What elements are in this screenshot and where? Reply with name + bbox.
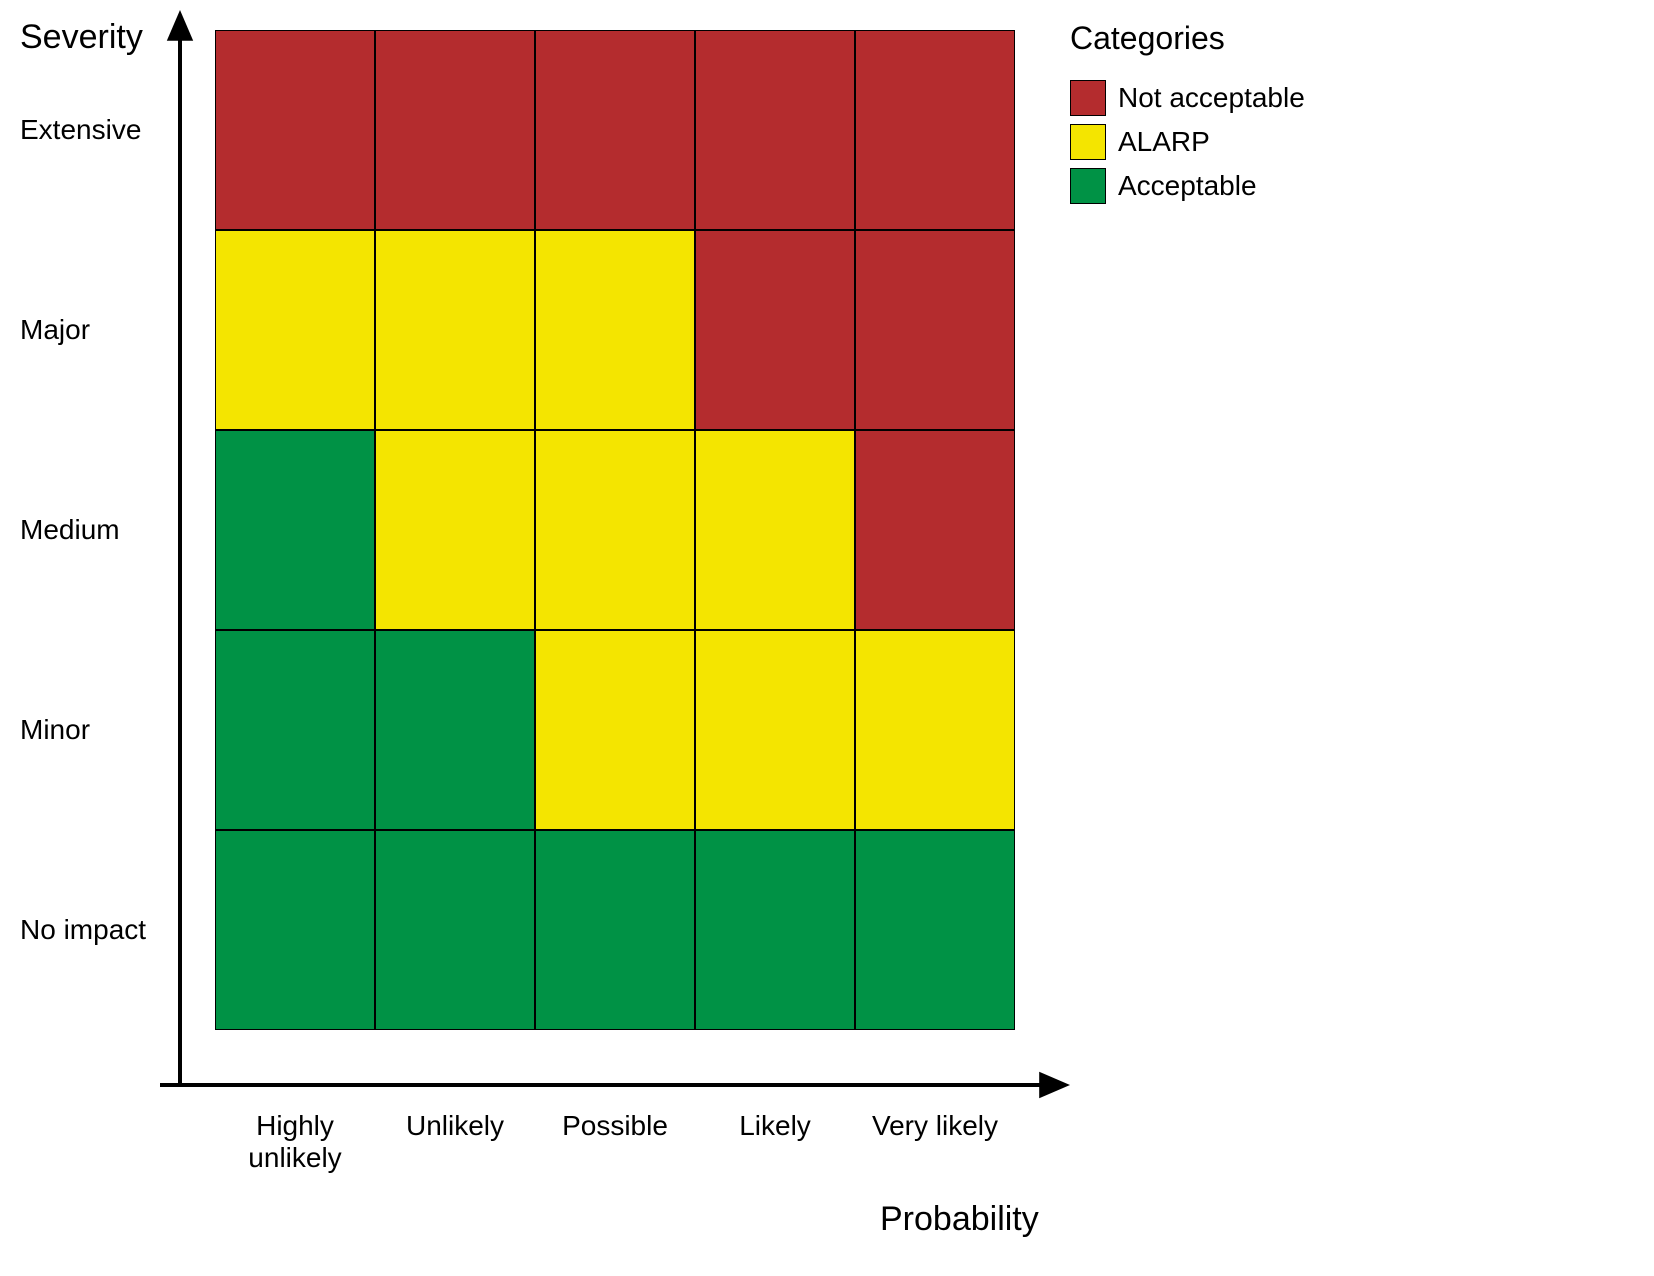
legend-item: Not acceptable <box>1070 80 1305 116</box>
probability-label: Likely <box>695 1110 855 1142</box>
matrix-cell <box>375 230 535 430</box>
probability-label: Possible <box>535 1110 695 1142</box>
matrix-cell <box>855 30 1015 230</box>
severity-label: Medium <box>20 514 190 546</box>
severity-label: Extensive <box>20 114 190 146</box>
matrix-cell <box>695 230 855 430</box>
matrix-cell <box>215 830 375 1030</box>
y-axis-title: Severity <box>20 18 143 57</box>
legend-swatch <box>1070 80 1106 116</box>
matrix-cell <box>535 630 695 830</box>
matrix-cell <box>375 830 535 1030</box>
matrix-cell <box>855 630 1015 830</box>
probability-label: Highlyunlikely <box>215 1110 375 1174</box>
legend-label: Not acceptable <box>1118 82 1305 114</box>
matrix-grid <box>215 30 1015 1030</box>
legend-swatch <box>1070 168 1106 204</box>
matrix-cell <box>695 430 855 630</box>
severity-label: Minor <box>20 714 190 746</box>
matrix-cell <box>855 430 1015 630</box>
severity-label: Major <box>20 314 190 346</box>
matrix-cell <box>855 830 1015 1030</box>
x-axis-title: Probability <box>880 1200 1039 1239</box>
matrix-cell <box>215 230 375 430</box>
legend-title: Categories <box>1070 20 1225 57</box>
matrix-cell <box>375 430 535 630</box>
probability-label: Unlikely <box>375 1110 535 1142</box>
matrix-cell <box>535 230 695 430</box>
legend-item: ALARP <box>1070 124 1210 160</box>
probability-label: Very likely <box>855 1110 1015 1142</box>
matrix-cell <box>215 30 375 230</box>
matrix-cell <box>695 30 855 230</box>
legend-item: Acceptable <box>1070 168 1257 204</box>
severity-label: No impact <box>20 914 190 946</box>
legend-label: Acceptable <box>1118 170 1257 202</box>
matrix-cell <box>375 30 535 230</box>
matrix-cell <box>855 230 1015 430</box>
matrix-cell <box>535 30 695 230</box>
risk-matrix-chart: Severity Probability Categories Extensiv… <box>0 0 1654 1276</box>
legend-label: ALARP <box>1118 126 1210 158</box>
matrix-cell <box>535 830 695 1030</box>
matrix-cell <box>535 430 695 630</box>
matrix-cell <box>695 830 855 1030</box>
matrix-cell <box>695 630 855 830</box>
matrix-cell <box>375 630 535 830</box>
legend-swatch <box>1070 124 1106 160</box>
matrix-cell <box>215 630 375 830</box>
matrix-cell <box>215 430 375 630</box>
